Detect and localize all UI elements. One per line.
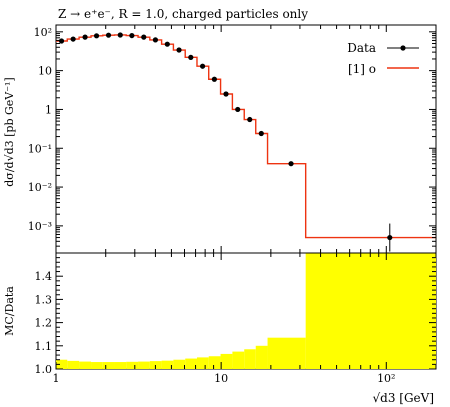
ratio-band-bin bbox=[185, 358, 197, 369]
ratio-band-bin bbox=[208, 356, 221, 369]
legend-data-label: Data bbox=[347, 41, 376, 55]
legend-mc-label: [1] o bbox=[348, 62, 376, 76]
y-tick-label: 10⁻³ bbox=[28, 220, 52, 233]
ratio-y-axis-label: MC/Data bbox=[3, 286, 16, 336]
ratio-band-bin bbox=[232, 351, 245, 369]
data-point bbox=[70, 36, 76, 42]
ratio-band-bin bbox=[67, 360, 80, 369]
ratio-band-bin bbox=[114, 362, 127, 369]
ratio-band-bin bbox=[267, 337, 306, 369]
legend-data-marker bbox=[400, 45, 406, 51]
mc-step-path bbox=[56, 34, 436, 239]
data-point bbox=[288, 161, 294, 167]
data-point bbox=[152, 37, 159, 43]
data-point bbox=[58, 38, 65, 44]
y-tick-label: 10 bbox=[38, 65, 52, 78]
y-tick-label: 10⁻² bbox=[28, 181, 52, 194]
data-point bbox=[93, 33, 100, 39]
data-point bbox=[223, 91, 229, 97]
ratio-band-bin bbox=[138, 361, 150, 369]
ratio-band-bin bbox=[56, 359, 68, 369]
data-point bbox=[247, 116, 253, 123]
data-point bbox=[117, 32, 123, 38]
ratio-y-tick-label: 1.1 bbox=[35, 340, 53, 353]
data-points bbox=[58, 32, 393, 252]
data-point bbox=[176, 47, 182, 53]
data-point bbox=[164, 41, 170, 47]
chart-title: Z → e⁺e⁻, R = 1.0, charged particles onl… bbox=[58, 7, 308, 21]
ratio-y-tick-label: 1.2 bbox=[35, 317, 53, 330]
data-point bbox=[387, 234, 393, 241]
ratio-y-tick-label: 1.3 bbox=[35, 293, 53, 306]
main-plot-frame bbox=[55, 24, 437, 254]
ratio-band-bin bbox=[220, 353, 233, 369]
ratio-band-bin bbox=[102, 362, 115, 369]
ratio-y-tick-label: 1.0 bbox=[35, 363, 53, 376]
ratio-band-bin bbox=[161, 360, 174, 369]
ratio-band-bin bbox=[255, 345, 268, 369]
legend: Data [1] o bbox=[347, 41, 419, 76]
ratio-y-tick-label: 1.4 bbox=[35, 270, 53, 283]
ratio-band-bin bbox=[305, 253, 436, 369]
axis-ticks: 1 10 10² 10² 10 1 10⁻¹ 10⁻² 10⁻³ 1.0 1.1 1.2 1.3 1.4 bbox=[28, 25, 437, 385]
ratio-band-bin bbox=[196, 357, 209, 369]
ratio-band-bin bbox=[126, 361, 139, 369]
x-tick-label: 10 bbox=[214, 372, 228, 385]
x-axis-label: √d3 [GeV] bbox=[373, 391, 435, 405]
ratio-band-bin bbox=[91, 362, 103, 369]
x-tick-label: 1 bbox=[53, 372, 60, 385]
data-point bbox=[188, 54, 194, 60]
ratio-band bbox=[56, 253, 436, 369]
data-point bbox=[105, 32, 112, 38]
ratio-band-bin bbox=[244, 349, 256, 369]
data-point bbox=[235, 106, 241, 113]
data-point bbox=[258, 130, 264, 137]
data-point bbox=[211, 76, 217, 82]
main-y-axis-label: dσ/d√d3 [pb GeV⁻¹] bbox=[3, 77, 16, 186]
y-tick-label: 10⁻¹ bbox=[28, 142, 52, 155]
mc-step-line bbox=[56, 34, 436, 239]
ratio-band-bin bbox=[173, 359, 186, 369]
data-point bbox=[82, 34, 88, 40]
data-point bbox=[199, 63, 206, 69]
x-tick-label: 10² bbox=[377, 372, 395, 385]
ratio-band-bin bbox=[79, 361, 92, 369]
data-point bbox=[129, 32, 135, 39]
data-point bbox=[141, 34, 147, 40]
y-tick-label: 1 bbox=[45, 103, 52, 116]
y-tick-label: 10² bbox=[34, 26, 52, 39]
